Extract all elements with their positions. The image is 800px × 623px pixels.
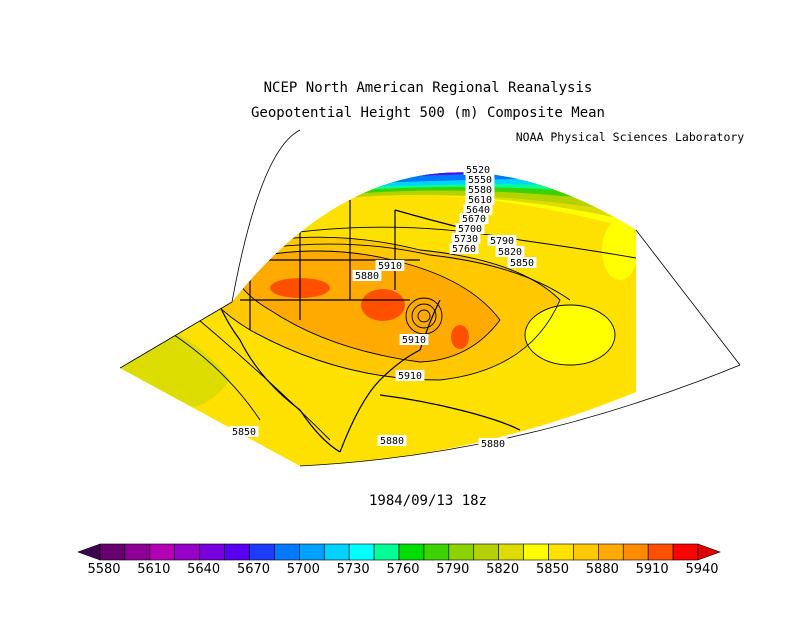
contour-label: 5550 [465, 174, 495, 186]
colorbar-tick-label: 5700 [287, 562, 320, 577]
contour-label: 5910 [375, 260, 405, 272]
band-5610 [230, 120, 636, 172]
colorbar-swatch [423, 543, 450, 561]
svg-text:5760: 5760 [452, 244, 476, 255]
colorbar-arrow-left [77, 543, 101, 561]
colorbar-swatch [473, 543, 499, 561]
date-label: 1984/09/13 18z [369, 493, 487, 509]
colorbar-swatch [274, 543, 300, 561]
colorbar-swatch [99, 543, 126, 561]
svg-text:5790: 5790 [490, 236, 514, 247]
field-east-edge [602, 220, 636, 280]
contour-label: 5640 [463, 204, 493, 216]
colorbar-tick-label: 5670 [237, 562, 270, 577]
svg-text:5910: 5910 [378, 261, 402, 272]
colorbar-swatch [598, 543, 624, 561]
contour-label: 5880 [352, 270, 382, 282]
colorbar-tick-label: 5910 [636, 562, 669, 577]
colorbar-swatch [672, 543, 699, 561]
contour-label: 5910 [395, 370, 425, 382]
svg-text:5520: 5520 [466, 165, 490, 176]
frame-edge-right [635, 229, 741, 366]
svg-text:5910: 5910 [398, 371, 422, 382]
contour-label: 5580 [465, 184, 495, 196]
svg-text:5640: 5640 [466, 205, 490, 216]
colorbar-tick-label: 5580 [87, 562, 120, 577]
svg-text:5820: 5820 [498, 247, 522, 258]
colorbar-swatch [174, 543, 200, 561]
colorbar-swatch [224, 543, 250, 561]
colorbar-tick-label: 5940 [685, 562, 718, 577]
colorbar-swatch [448, 543, 475, 561]
colorbar-swatch [299, 543, 325, 561]
svg-text:5910: 5910 [402, 335, 426, 346]
field-atlantic-ridge [525, 305, 615, 365]
svg-text:5880: 5880 [380, 436, 404, 447]
colorbar [77, 543, 721, 561]
colorbar-swatch [373, 543, 400, 561]
colorbar-swatch [149, 543, 176, 561]
svg-text:5550: 5550 [468, 175, 492, 186]
svg-text:5880: 5880 [355, 271, 379, 282]
colorbar-swatch [523, 543, 549, 561]
contour-label: 5760 [449, 243, 479, 255]
height-field [120, 120, 636, 466]
colorbar-arrow-right [697, 543, 721, 561]
colorbar-labels: 5580 5610 5640 5670 5700 5730 5760 5790 5820 5850… [87, 562, 718, 577]
contour-label: 5700 [455, 223, 485, 235]
contour-label: 5850 [507, 257, 537, 269]
contour-label: 5520 [463, 164, 493, 176]
colorbar-tick-label: 5790 [436, 562, 469, 577]
colorbar-swatch [573, 543, 599, 561]
contour-label: 5730 [451, 233, 481, 245]
colorbar-swatch [398, 543, 425, 561]
colorbar-tick-label: 5610 [137, 562, 170, 577]
svg-text:5580: 5580 [468, 185, 492, 196]
frame-edge-bottom [299, 364, 741, 467]
frame-edge-left [119, 301, 233, 369]
svg-text:5700: 5700 [458, 224, 482, 235]
contour-label: 5910 [399, 334, 429, 346]
title-line-2: Geopotential Height 500 (m) Composite Me… [251, 105, 605, 121]
colorbar-swatch [348, 543, 375, 561]
contour-label: 5670 [459, 213, 489, 225]
colorbar-swatch [622, 543, 649, 561]
contour-label: 5790 [487, 235, 517, 247]
svg-text:5610: 5610 [468, 195, 492, 206]
svg-text:5850: 5850 [232, 427, 256, 438]
svg-text:5730: 5730 [454, 234, 478, 245]
svg-text:5670: 5670 [462, 214, 486, 225]
contour-label: 5820 [495, 246, 525, 258]
colorbar-swatch [124, 543, 151, 561]
svg-text:5880: 5880 [481, 439, 505, 450]
credit-label: NOAA Physical Sciences Laboratory [516, 130, 745, 144]
colorbar-tick-label: 5880 [586, 562, 619, 577]
field-max-atlantic [451, 325, 469, 349]
colorbar-swatch [498, 543, 524, 561]
field-max-east [361, 289, 405, 321]
colorbar-tick-label: 5850 [536, 562, 569, 577]
colorbar-swatch [647, 543, 674, 561]
colorbar-swatch [323, 543, 350, 561]
colorbar-swatch [199, 543, 225, 561]
contour-label: 5880 [478, 438, 508, 450]
contour-label: 5850 [229, 426, 259, 438]
contour-label: 5880 [377, 435, 407, 447]
title-line-1: NCEP North American Regional Reanalysis [264, 80, 593, 96]
colorbar-tick-label: 5730 [337, 562, 370, 577]
colorbar-tick-label: 5820 [486, 562, 519, 577]
colorbar-swatch [249, 543, 275, 561]
colorbar-swatch [548, 543, 574, 561]
contour-label: 5610 [465, 194, 495, 206]
colorbar-tick-label: 5640 [187, 562, 220, 577]
frame-edge-upper-left [231, 129, 301, 303]
colorbar-tick-label: 5760 [386, 562, 419, 577]
svg-text:5850: 5850 [510, 258, 534, 269]
